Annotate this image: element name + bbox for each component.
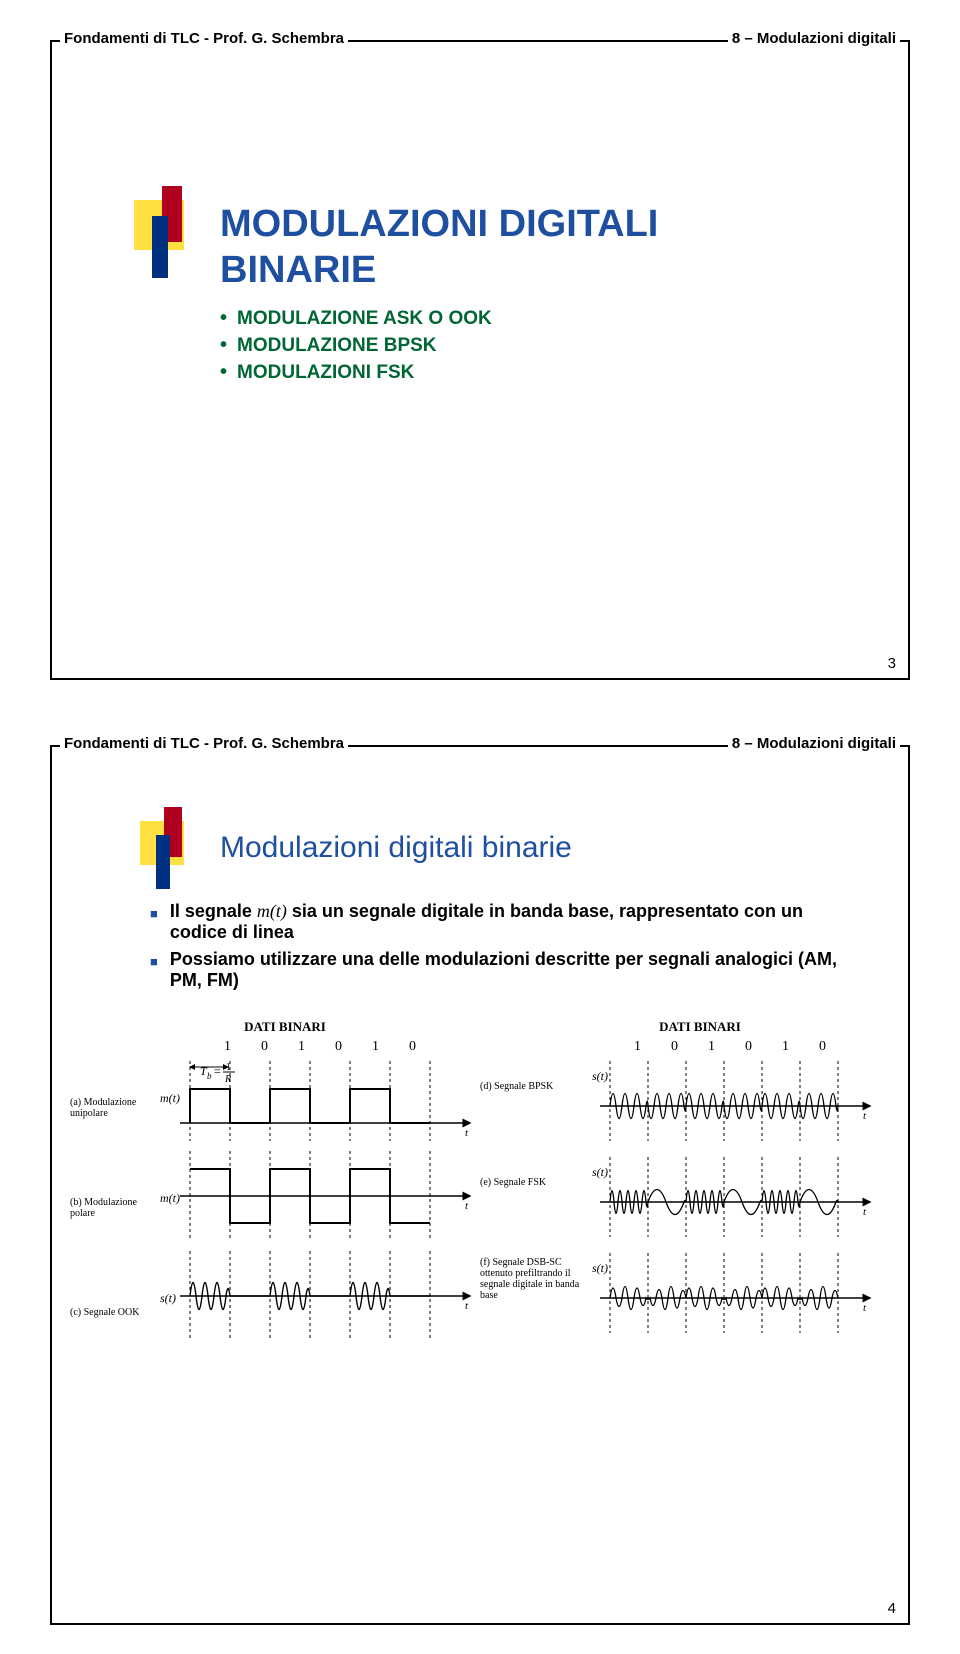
slide-1-box: Fondamenti di TLC - Prof. G. Schembra 8 … — [50, 40, 910, 680]
sig-st-e: s(t) — [592, 1165, 608, 1180]
diagram-row: DATI BINARI 1 0 1 0 1 0 (a) Modulazione … — [90, 1009, 870, 1341]
svg-text:b: b — [207, 1071, 212, 1081]
binary-row-right: 1 0 1 0 1 0 — [520, 1039, 880, 1055]
title-block: MODULAZIONI DIGITALI BINARIE MODULAZIONE… — [220, 72, 870, 384]
list-item: Il segnale m(t) sia un segnale digitale … — [150, 901, 840, 943]
waveform-polar: t — [170, 1151, 480, 1241]
diagram-title-right: DATI BINARI — [520, 1019, 880, 1035]
label-f: (f) Segnale DSB-SC ottenuto prefiltrando… — [480, 1257, 590, 1301]
subtitle-list: MODULAZIONE ASK O OOK MODULAZIONE BPSK M… — [220, 307, 870, 384]
slide-header: Fondamenti di TLC - Prof. G. Schembra 8 … — [52, 30, 908, 47]
svg-text:t: t — [465, 1127, 469, 1139]
label-a: (a) Modulazione unipolare — [70, 1097, 150, 1119]
sig-mt-b: m(t) — [160, 1191, 180, 1206]
sig-st-f: s(t) — [592, 1261, 608, 1276]
logo-icon — [118, 805, 198, 885]
label-c: (c) Segnale OOK — [70, 1307, 150, 1318]
sig-st-d: s(t) — [592, 1069, 608, 1084]
tb-label: T b = 1 R — [200, 1061, 250, 1085]
list-item: MODULAZIONE BPSK — [220, 334, 870, 357]
slide-2-box: Fondamenti di TLC - Prof. G. Schembra 8 … — [50, 745, 910, 1625]
svg-text:t: t — [863, 1206, 867, 1218]
diagram-title-left: DATI BINARI — [90, 1019, 480, 1035]
waveform-ook: t — [170, 1251, 480, 1341]
page-number: 4 — [888, 1600, 896, 1617]
tb-formula-icon: T b = 1 R — [200, 1061, 250, 1085]
waveform-fsk: t — [600, 1157, 880, 1237]
slide-title: MODULAZIONI DIGITALI BINARIE — [220, 202, 870, 293]
list-item: MODULAZIONE ASK O OOK — [220, 307, 870, 330]
header-left: Fondamenti di TLC - Prof. G. Schembra — [60, 735, 348, 752]
slide-2-content: Modulazioni digitali binarie Il segnale … — [52, 747, 908, 1351]
header-right: 8 – Modulazioni digitali — [728, 735, 900, 752]
svg-text:t: t — [465, 1300, 469, 1312]
waveform-dsbsc: t — [600, 1253, 880, 1333]
header-left: Fondamenti di TLC - Prof. G. Schembra — [60, 30, 348, 47]
logo-icon — [110, 182, 200, 272]
svg-text:t: t — [863, 1110, 867, 1122]
svg-text:t: t — [863, 1302, 867, 1314]
label-d: (d) Segnale BPSK — [480, 1081, 580, 1092]
slide-1: Fondamenti di TLC - Prof. G. Schembra 8 … — [0, 0, 960, 705]
svg-text:=: = — [214, 1064, 221, 1078]
slide-header: Fondamenti di TLC - Prof. G. Schembra 8 … — [52, 735, 908, 752]
bullet-list: Il segnale m(t) sia un segnale digitale … — [90, 885, 870, 991]
page-number: 3 — [888, 655, 896, 672]
svg-text:R: R — [224, 1074, 231, 1085]
svg-text:1: 1 — [226, 1062, 231, 1073]
svg-text:t: t — [465, 1200, 469, 1212]
waveform-bpsk: t — [600, 1061, 880, 1141]
sig-st-c: s(t) — [160, 1291, 176, 1306]
header-right: 8 – Modulazioni digitali — [728, 30, 900, 47]
list-item: Possiamo utilizzare una delle modulazion… — [150, 949, 840, 991]
slide-2: Fondamenti di TLC - Prof. G. Schembra 8 … — [0, 705, 960, 1654]
list-item: MODULAZIONI FSK — [220, 361, 870, 384]
label-b: (b) Modulazione polare — [70, 1197, 150, 1219]
slide-2-title: Modulazioni digitali binarie — [220, 777, 870, 865]
sig-mt-a: m(t) — [160, 1091, 180, 1106]
slide-1-content: MODULAZIONI DIGITALI BINARIE MODULAZIONE… — [52, 42, 908, 398]
binary-row-left: 1 0 1 0 1 0 — [90, 1039, 480, 1055]
diagram-left: DATI BINARI 1 0 1 0 1 0 (a) Modulazione … — [90, 1019, 480, 1341]
diagram-right: DATI BINARI 1 0 1 0 1 0 (d) Segnale BPSK… — [520, 1019, 880, 1341]
label-e: (e) Segnale FSK — [480, 1177, 580, 1188]
